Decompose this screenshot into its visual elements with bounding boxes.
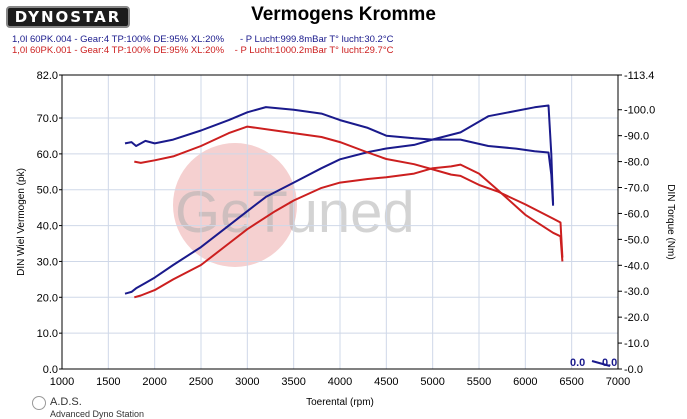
- x-tick-label-3: 2500: [189, 376, 213, 388]
- x-tick-label-8: 5000: [420, 376, 444, 388]
- series-line-0: [124, 104, 555, 295]
- x-axis-label: Toerental (rpm): [306, 397, 374, 408]
- dynostar-logo: DYNOSTAR: [6, 6, 130, 28]
- watermark-circle: [173, 143, 297, 267]
- footer-subtitle: Advanced Dyno Station: [50, 409, 145, 419]
- y2-tick-label-11: -113.4: [624, 70, 654, 82]
- y2-tick-label-3: -30.0: [624, 286, 649, 298]
- y-tick-label-8: 82.0: [37, 70, 58, 82]
- x-tick-label-4: 3000: [235, 376, 259, 388]
- y-tick-label-7: 70.0: [37, 113, 58, 125]
- x-tick-label-7: 4500: [374, 376, 398, 388]
- run-b-info: 1,0l 60PK.001 - Gear:4 TP:100% DE:95% XL…: [12, 45, 394, 56]
- chart-title: Vermogens Kromme: [251, 4, 436, 25]
- y-tick-label-3: 30.0: [37, 256, 58, 268]
- y-tick-label-1: 10.0: [37, 328, 58, 340]
- y2-tick-label-2: -20.0: [624, 312, 649, 324]
- y2-tick-label-10: -100.0: [624, 105, 655, 117]
- y2-tick-label-8: -80.0: [624, 157, 649, 169]
- readout-marker: [591, 360, 611, 367]
- y-tick-label-6: 60.0: [37, 149, 58, 161]
- x-tick-label-2: 2000: [142, 376, 166, 388]
- x-tick-label-5: 3500: [281, 376, 305, 388]
- plot-frame: [61, 74, 619, 370]
- series-line-2: [134, 163, 564, 299]
- readout-left: 0.0: [570, 357, 585, 369]
- x-tick-label-9: 5500: [467, 376, 491, 388]
- y2-tick-label-6: -60.0: [624, 208, 649, 220]
- y-tick-label-2: 20.0: [37, 292, 58, 304]
- watermark-text: GeTuned: [175, 180, 415, 245]
- y2-tick-label-1: -10.0: [624, 338, 649, 350]
- x-tick-label-10: 6000: [513, 376, 537, 388]
- y2-tick-label-4: -40.0: [624, 260, 649, 272]
- series-line-3: [134, 125, 564, 258]
- x-tick-label-6: 4000: [328, 376, 352, 388]
- x-tick-label-1: 1500: [96, 376, 120, 388]
- y2-tick-label-0: -0.0: [624, 364, 643, 376]
- y-tick-label-0: 0.0: [43, 364, 58, 376]
- y-axis-label: DIN Wiel Vermogen (pk): [16, 168, 27, 276]
- ads-logo-icon: [32, 396, 46, 410]
- x-tick-label-11: 6500: [559, 376, 583, 388]
- y2-tick-label-7: -70.0: [624, 183, 649, 195]
- readout-right: 0.0: [602, 357, 617, 369]
- x-tick-label-12: 7000: [606, 376, 630, 388]
- series-line-1: [124, 106, 555, 206]
- y2-tick-label-5: -50.0: [624, 234, 649, 246]
- run-a-info: 1,0l 60PK.004 - Gear:4 TP:100% DE:95% XL…: [12, 34, 394, 45]
- footer-brand: A.D.S.: [50, 396, 82, 408]
- y-tick-label-5: 50.0: [37, 185, 58, 197]
- y2-axis-label: DIN Torque (Nm): [665, 184, 676, 259]
- y2-tick-label-9: -90.0: [624, 131, 649, 143]
- y-tick-label-4: 40.0: [37, 221, 58, 233]
- x-tick-label-0: 1000: [50, 376, 74, 388]
